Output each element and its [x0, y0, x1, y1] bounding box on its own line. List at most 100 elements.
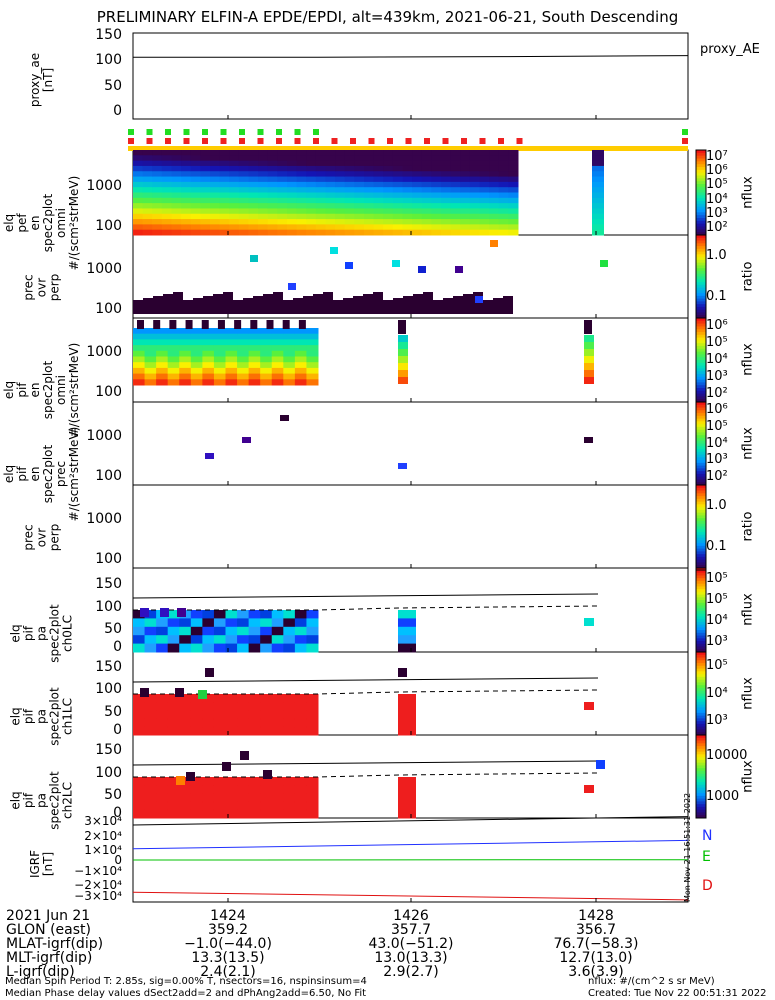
ratio-cell: [475, 296, 483, 303]
colorbar-tick: 10⁵: [706, 335, 728, 351]
pa-cell: [248, 809, 261, 819]
pa-cell: [398, 777, 416, 786]
spectrogram-cell: [142, 171, 153, 178]
spectrogram-cell: [392, 155, 403, 162]
footer-value-1424: 1424: [210, 908, 246, 924]
colorbar-cell: [696, 565, 706, 569]
spectrogram-cell: [344, 219, 355, 225]
spectrogram-cell: [383, 150, 394, 156]
spectrogram-cell: [181, 181, 192, 188]
pa-cell: [225, 793, 238, 803]
pa-cell: [260, 726, 273, 736]
spectrogram-cell: [373, 197, 384, 204]
colorbar-cell: [696, 572, 706, 576]
spectrogram-cell: [219, 192, 230, 199]
colorbar-cell: [696, 150, 706, 154]
colorbar-cell: [696, 379, 706, 383]
green-marker: [682, 129, 688, 135]
pa-cell: [237, 718, 250, 728]
spectrogram-cell: [450, 224, 461, 231]
colorbar-cell: [696, 201, 706, 205]
spectrogram-cell: [238, 155, 249, 162]
spectrogram-cell: [179, 333, 192, 340]
spectrogram-cell: [277, 171, 288, 178]
pa-cell: [144, 785, 157, 794]
spectrogram-cell: [431, 171, 442, 178]
pa-cell: [271, 809, 284, 819]
colorbar-cell: [696, 440, 706, 444]
colorbar-cell: [696, 218, 706, 222]
spectrogram-cell: [248, 224, 259, 231]
pa-cell: [294, 694, 307, 703]
spectrogram-cell: [469, 229, 480, 236]
spectrogram-cell: [392, 192, 403, 199]
spectrogram-cell: [479, 219, 490, 225]
spectrogram-cell: [479, 150, 490, 156]
spectrogram-cell: [335, 176, 346, 183]
y-tick-label: 150: [95, 742, 122, 758]
spectrogram-cell: [592, 197, 604, 204]
spectrogram-cell: [364, 213, 375, 220]
spectrogram-cell: [344, 150, 355, 156]
spectrogram-cell: [450, 181, 461, 188]
spectrogram-cell: [441, 181, 452, 188]
colorbar-tick: 1.0: [706, 497, 727, 513]
spectrogram-cell: [238, 165, 249, 172]
colorbar-tick: 10⁵: [706, 570, 728, 586]
spectrogram-cell: [412, 192, 423, 199]
colorbar-cell: [696, 407, 706, 411]
spectrogram-cell: [190, 379, 203, 386]
pa-cell: [133, 785, 146, 794]
colorbar-cell: [696, 312, 706, 316]
colorbar-cell: [696, 687, 706, 692]
ratio-cell: [413, 294, 423, 314]
spectrogram-cell: [412, 165, 423, 172]
spectrogram-cell: [354, 165, 365, 172]
pa-cell: [283, 785, 296, 794]
spectrogram-cell: [225, 356, 238, 363]
y-tick-label: 50: [104, 78, 122, 94]
spectrogram-cell: [142, 165, 153, 172]
spectrogram-cell: [592, 219, 604, 225]
ratio-cell: [330, 247, 338, 254]
pa-cell: [271, 718, 284, 728]
spectrogram-cell: [479, 187, 490, 193]
spectrogram-cell: [144, 379, 157, 386]
spectrogram-cell: [133, 373, 146, 380]
y-tick-label: 150: [95, 659, 122, 675]
ratio-cell: [418, 266, 426, 273]
spectrogram-cell: [200, 155, 211, 162]
footer-value-1424: 2.4(2.1): [200, 964, 256, 980]
spectrogram-cell: [373, 213, 384, 220]
spectrogram-cell: [225, 333, 238, 340]
spectrogram-cell: [325, 150, 336, 156]
colorbar-cell: [696, 161, 706, 165]
spectrogram-cell: [190, 203, 201, 209]
pa-cell: [306, 809, 319, 819]
colorbar-cell: [696, 265, 706, 269]
pa-cell: [202, 710, 215, 720]
spectrogram-cell: [142, 219, 153, 225]
colorbar-cell: [696, 548, 706, 552]
spectrogram-cell: [498, 160, 509, 167]
spectrogram-cell: [315, 224, 326, 231]
colorbar-cell: [696, 479, 706, 483]
spectrogram-cell: [469, 150, 480, 156]
spectrogram-cell: [267, 171, 278, 178]
spectrogram-cell: [383, 155, 394, 162]
spectrogram-cell: [498, 192, 509, 199]
colorbar-cell: [696, 773, 706, 777]
spectrogram-cell: [283, 333, 296, 340]
pa-cell: [306, 785, 319, 794]
spectrogram-cell: [592, 165, 604, 172]
spectrogram-cell: [133, 213, 144, 220]
pa-cell: [167, 626, 180, 636]
ratio-cell: [273, 292, 283, 314]
spectrogram-cell: [287, 181, 298, 188]
spectrogram-cell: [229, 224, 240, 231]
colorbar-cell: [696, 712, 706, 717]
y-tick-label: 150: [95, 27, 122, 43]
spectrogram-cell: [133, 350, 146, 357]
spectrogram-cell: [392, 219, 403, 225]
spectrogram-cell: [592, 171, 604, 178]
